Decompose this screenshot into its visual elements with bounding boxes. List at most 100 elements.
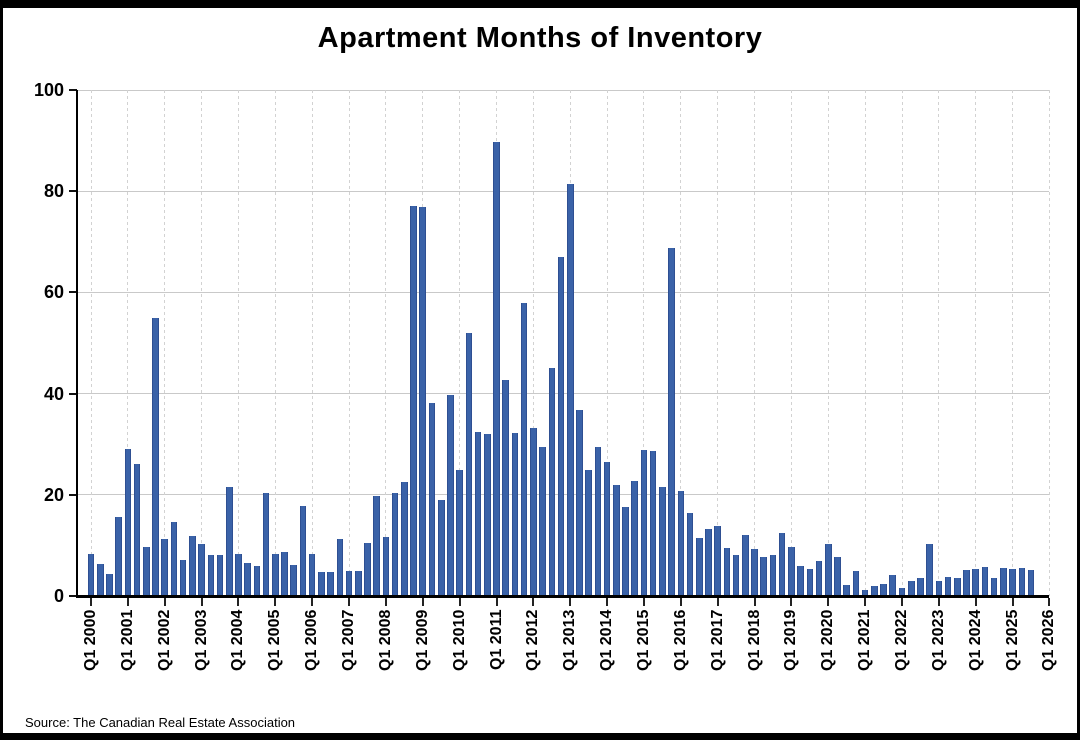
- bar: [447, 395, 454, 596]
- bar: [511, 433, 519, 596]
- x-gridline: [532, 90, 534, 596]
- x-tick: [790, 598, 793, 606]
- bar: [410, 206, 417, 596]
- x-gridline: [237, 90, 239, 596]
- x-gridline: [827, 90, 829, 596]
- x-gridline: [201, 90, 203, 596]
- bar: [465, 333, 473, 596]
- bar: [824, 543, 832, 596]
- bar: [557, 256, 565, 596]
- x-tick-label: Q1 2001: [118, 610, 136, 672]
- bar: [603, 461, 611, 596]
- y-tick-label: 80: [43, 181, 64, 202]
- bar: [530, 427, 537, 596]
- bar: [815, 560, 823, 596]
- x-gridline: [680, 90, 682, 596]
- bar: [308, 554, 316, 596]
- bar: [299, 505, 307, 596]
- bar: [373, 495, 380, 596]
- y-axis-line: [76, 90, 78, 598]
- bar: [917, 577, 924, 596]
- y-tick-label: 60: [43, 282, 64, 303]
- x-tick: [827, 598, 830, 606]
- bar: [889, 574, 897, 596]
- y-tick: [69, 291, 77, 294]
- bar: [281, 552, 288, 596]
- bar: [142, 547, 150, 596]
- x-tick-label: Q1 2005: [266, 610, 284, 672]
- bar: [668, 248, 675, 596]
- x-tick-label: Q1 2024: [966, 610, 984, 672]
- x-tick: [163, 598, 166, 606]
- x-tick: [642, 598, 645, 606]
- x-tick-label: Q1 2014: [598, 610, 616, 672]
- chart-title: Apartment Months of Inventory: [317, 22, 763, 54]
- bar: [87, 554, 95, 596]
- x-tick: [974, 598, 977, 606]
- x-gridline: [1048, 90, 1050, 596]
- x-tick-label: Q1 2007: [340, 610, 358, 672]
- bar: [907, 580, 915, 596]
- x-tick-label: Q1 2023: [929, 610, 947, 672]
- bar: [483, 433, 491, 596]
- x-tick: [1048, 598, 1051, 606]
- bar: [474, 431, 482, 596]
- bar: [954, 578, 961, 596]
- bar: [659, 487, 666, 596]
- bar: [898, 588, 906, 596]
- x-tick: [495, 598, 498, 606]
- x-tick-label: Q1 2025: [1003, 610, 1021, 672]
- bar: [631, 480, 639, 596]
- bar: [963, 570, 970, 596]
- bar: [539, 446, 546, 596]
- y-tick: [69, 190, 77, 193]
- bar: [935, 580, 943, 596]
- bar: [705, 528, 712, 596]
- bar: [714, 526, 721, 596]
- bar: [778, 532, 786, 596]
- x-gridline: [790, 90, 792, 596]
- bar: [345, 571, 353, 596]
- bar: [382, 537, 390, 596]
- x-tick-label: Q1 2017: [708, 610, 726, 672]
- bar: [244, 562, 251, 596]
- bar: [760, 557, 768, 596]
- y-tick-label: 40: [43, 383, 64, 404]
- bar: [253, 566, 261, 596]
- bar: [742, 534, 749, 596]
- bar: [926, 543, 933, 596]
- x-tick-label: Q1 2000: [82, 610, 99, 672]
- x-tick-label: Q1 2008: [376, 610, 394, 672]
- x-tick-label: Q1 2021: [856, 610, 874, 672]
- x-gridline: [164, 90, 166, 596]
- bar: [170, 521, 178, 596]
- bar: [152, 318, 159, 596]
- x-tick: [679, 598, 682, 606]
- x-gridline: [385, 90, 387, 596]
- bar: [880, 583, 887, 596]
- x-gridline: [274, 90, 276, 596]
- bar: [834, 557, 841, 596]
- x-tick-label: Q1 2026: [1040, 610, 1058, 672]
- bar: [1009, 568, 1016, 596]
- bar: [751, 549, 758, 596]
- x-gridline: [348, 90, 350, 596]
- bar: [548, 368, 556, 596]
- x-tick-label: Q1 2010: [450, 610, 468, 672]
- bar: [391, 492, 399, 596]
- bar: [576, 409, 583, 596]
- bar: [96, 564, 104, 596]
- y-tick: [69, 89, 77, 91]
- x-gridline: [754, 90, 756, 596]
- x-tick: [716, 598, 719, 606]
- x-tick: [864, 598, 867, 606]
- bar: [1018, 568, 1026, 596]
- bar: [972, 569, 980, 596]
- x-tick-label: Q1 2003: [192, 610, 210, 672]
- x-tick: [421, 598, 424, 606]
- bar: [115, 516, 122, 596]
- x-gridline: [127, 90, 129, 596]
- x-tick: [348, 598, 351, 606]
- x-tick-label: Q1 2016: [671, 610, 689, 672]
